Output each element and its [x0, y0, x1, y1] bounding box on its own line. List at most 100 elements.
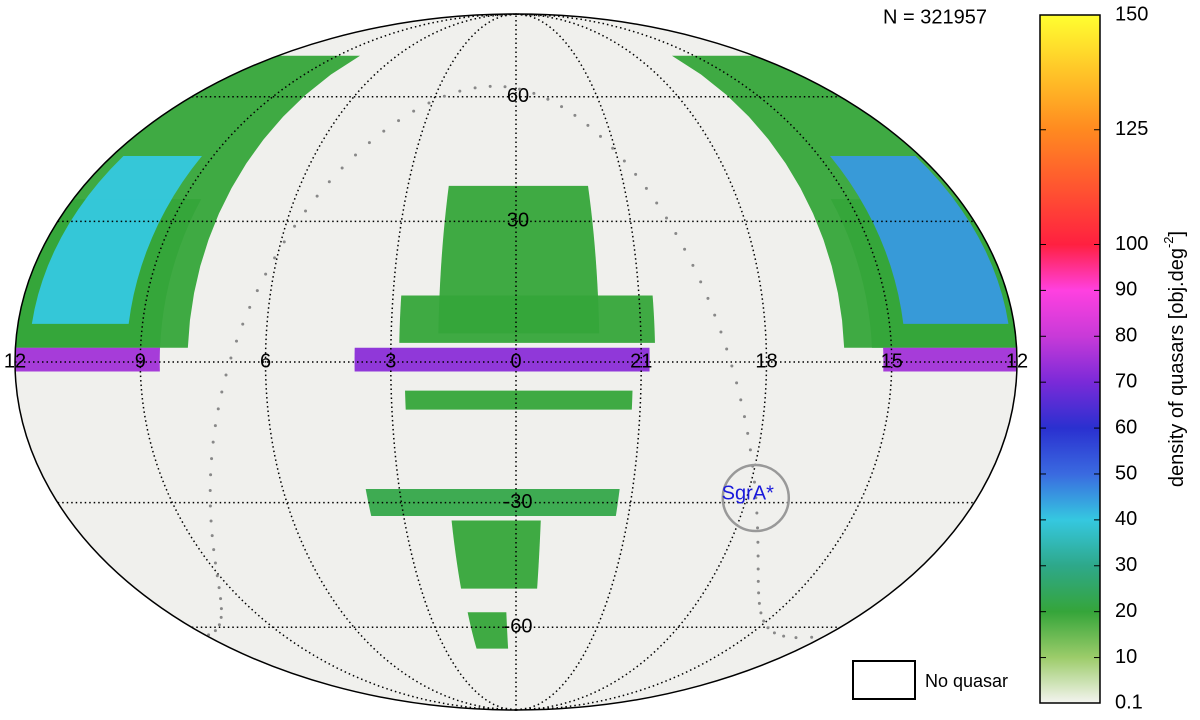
galactic-plane-dot	[546, 97, 550, 101]
cb-tick-label: 100	[1115, 233, 1148, 255]
galactic-plane-dot	[382, 129, 386, 133]
galactic-plane-dot	[212, 548, 216, 552]
cb-tick-label: 40	[1115, 508, 1137, 530]
dec-label: -60	[504, 616, 533, 638]
galactic-plane-dot	[560, 105, 564, 109]
cb-tick-label: 30	[1115, 554, 1137, 576]
galactic-plane-dot	[210, 534, 214, 538]
galactic-plane-dot	[488, 84, 492, 88]
galactic-plane-dot	[754, 496, 758, 500]
cb-tick-label: 10	[1115, 646, 1137, 668]
galactic-plane-dot	[735, 381, 739, 385]
galactic-plane-dot	[739, 398, 743, 402]
region	[883, 347, 1017, 372]
galactic-plane-dot	[756, 526, 760, 530]
galactic-plane-dot	[427, 101, 431, 105]
galactic-plane-dot	[397, 119, 401, 123]
galactic-plane-dot	[532, 91, 536, 95]
cb-label-part: -2	[1161, 236, 1176, 248]
galactic-plane-dot	[412, 109, 416, 113]
galactic-plane-dot	[713, 313, 717, 317]
galactic-plane-dot	[282, 240, 286, 244]
galactic-plane-dot	[810, 635, 814, 639]
galactic-plane-dot	[730, 364, 734, 368]
cb-tick-label: 0.1	[1115, 691, 1143, 713]
galactic-plane-dot	[215, 574, 219, 578]
region-cell	[467, 612, 509, 649]
galactic-plane-dot	[340, 166, 344, 170]
galactic-plane-dot	[367, 141, 371, 145]
galactic-plane-dot	[755, 511, 759, 515]
galactic-plane-dot	[224, 373, 228, 377]
region	[31, 155, 202, 324]
galactic-plane-dot	[216, 407, 220, 411]
legend-box	[852, 660, 916, 700]
galactic-plane-dot	[719, 330, 723, 334]
region-cell	[883, 347, 1017, 372]
galactic-plane-dot	[664, 216, 668, 220]
galactic-plane-dot	[208, 489, 212, 493]
cb-label-part: ]	[1166, 231, 1188, 237]
galactic-plane-dot	[354, 153, 358, 157]
galactic-plane-dot	[219, 597, 223, 601]
map-border	[14, 13, 1018, 711]
galactic-plane-dot	[757, 591, 761, 595]
region-cell	[15, 347, 161, 372]
galactic-plane-dot	[229, 356, 233, 360]
ra-label: 6	[260, 350, 271, 372]
galactic-plane-dot	[273, 256, 277, 260]
galactic-plane-dot	[473, 86, 477, 90]
galactic-plane-dot	[219, 607, 223, 611]
galactic-plane-dot	[207, 633, 211, 637]
galactic-plane-dot	[611, 146, 615, 150]
region-cell	[399, 295, 655, 343]
galactic-plane-dot	[756, 567, 760, 571]
region	[830, 155, 1009, 324]
galactic-plane-dot	[586, 123, 590, 127]
galactic-plane-dot	[234, 339, 238, 343]
cb-tick-label: 125	[1115, 118, 1148, 140]
colorbar	[1039, 14, 1101, 704]
galactic-plane-dot	[598, 134, 602, 138]
sgra-circle	[721, 463, 791, 533]
ra-label: 3	[385, 350, 396, 372]
cb-label-part: density of quasars [obj.deg	[1166, 248, 1188, 487]
galactic-plane-dot	[217, 623, 221, 627]
legend-text: No quasar	[925, 671, 1008, 691]
galactic-plane-dot	[211, 440, 215, 444]
galactic-plane-dot	[742, 415, 746, 419]
region-cell	[31, 155, 202, 324]
region	[15, 347, 161, 372]
region	[365, 488, 620, 517]
galactic-plane-dot	[757, 601, 761, 605]
galactic-plane-dot	[217, 586, 221, 590]
galactic-plane-dot	[503, 85, 507, 89]
galactic-plane-dot	[220, 390, 224, 394]
galactic-plane-dot	[327, 180, 331, 184]
galactic-plane-dot	[699, 280, 703, 284]
galactic-plane-dot	[772, 631, 776, 635]
galactic-plane-dot	[442, 94, 446, 98]
galactic-plane-dot	[706, 296, 710, 300]
galactic-plane-dot	[691, 263, 695, 267]
cb-tick-label: 70	[1115, 370, 1137, 392]
ra-label: 9	[135, 350, 146, 372]
galactic-plane-dot	[213, 561, 217, 565]
cb-tick-label: 50	[1115, 462, 1137, 484]
region-cell	[365, 488, 620, 517]
galactic-plane-dot	[458, 89, 462, 93]
cb-tick-label: 150	[1115, 3, 1148, 25]
galactic-plane-dot	[209, 473, 213, 477]
regions	[15, 55, 1017, 649]
cb-tick-label: 60	[1115, 416, 1137, 438]
galactic-plane-dot	[573, 113, 577, 117]
galactic-plane-dot	[756, 579, 760, 583]
galactic-plane-dot	[782, 634, 786, 638]
galactic-plane-dot	[644, 186, 648, 190]
galactic-plane-dot	[725, 347, 729, 351]
galactic-plane-dot	[293, 224, 297, 228]
region	[451, 520, 541, 649]
ra-label: 21	[630, 350, 652, 372]
region	[354, 347, 650, 372]
galactic-plane-dot	[213, 629, 217, 633]
